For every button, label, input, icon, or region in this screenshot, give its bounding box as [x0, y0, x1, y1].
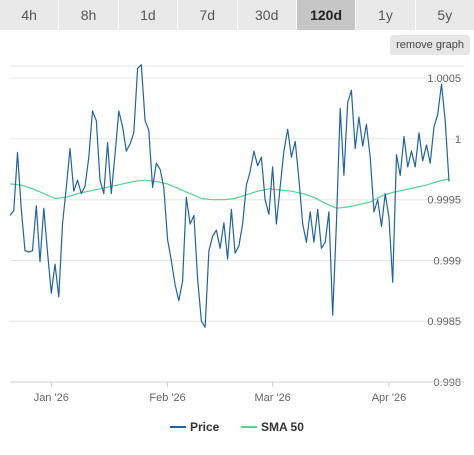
price-series-line	[9, 64, 450, 328]
legend-item-price[interactable]: Price	[170, 420, 220, 434]
tab-7d[interactable]: 7d	[178, 0, 238, 30]
timeframe-tabs: 4h 8h 1d 7d 30d 120d 1y 5y	[0, 0, 474, 30]
x-tick-label: Feb '26	[149, 392, 185, 404]
x-tick-label: Mar '26	[254, 392, 290, 404]
tab-30d[interactable]: 30d	[237, 0, 297, 30]
tab-8h[interactable]: 8h	[59, 0, 119, 30]
remove-graph-button[interactable]: remove graph	[390, 35, 470, 55]
tab-5y[interactable]: 5y	[415, 0, 474, 30]
sma-50-series-line	[9, 178, 450, 209]
y-tick-label: 1	[455, 134, 461, 146]
y-tick-label: 0.999	[433, 255, 461, 267]
tab-120d[interactable]: 120d	[296, 0, 357, 30]
y-tick-label: 1.0005	[427, 73, 461, 85]
chart-axes: 0.998 0.9985 0.999 0.9995 1 1.0005 Jan '26 Feb …	[10, 73, 464, 404]
tab-4h[interactable]: 4h	[0, 0, 60, 30]
legend-label: Price	[190, 420, 220, 434]
tab-1y[interactable]: 1y	[356, 0, 416, 30]
y-tick-label: 0.998	[433, 377, 461, 389]
x-tick-label: Jan '26	[34, 392, 69, 404]
tab-1d[interactable]: 1d	[118, 0, 179, 30]
legend-label: SMA 50	[261, 420, 304, 434]
y-tick-label: 0.9985	[427, 316, 461, 328]
chart-legend[interactable]: Price SMA 50	[170, 420, 304, 434]
y-tick-label: 0.9995	[427, 195, 461, 207]
chart-grid	[10, 65, 464, 383]
chart-series	[9, 64, 450, 328]
x-tick-label: Apr '26	[372, 392, 407, 404]
legend-item-sma-50[interactable]: SMA 50	[241, 420, 304, 434]
